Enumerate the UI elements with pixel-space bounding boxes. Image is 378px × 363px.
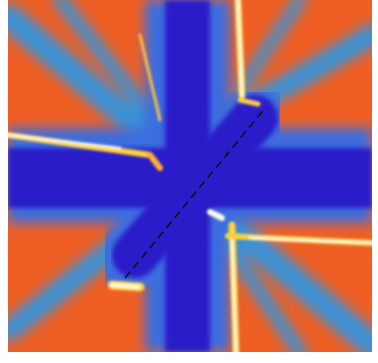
- heatmap-image: [0, 0, 378, 363]
- image-area: [8, 0, 372, 352]
- page: [0, 0, 378, 363]
